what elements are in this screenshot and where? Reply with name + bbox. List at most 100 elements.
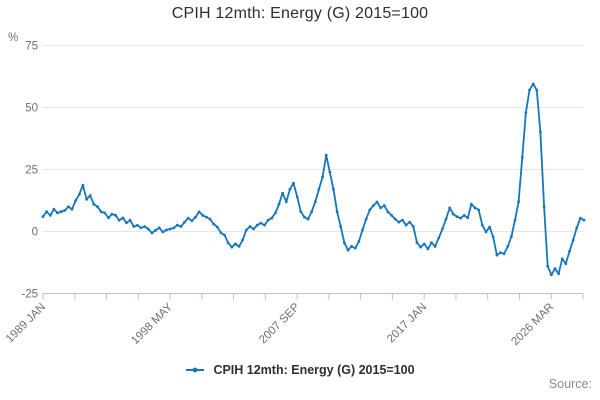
- data-point-marker[interactable]: [422, 242, 426, 246]
- data-point-marker[interactable]: [107, 216, 110, 220]
- data-point-marker[interactable]: [143, 225, 147, 228]
- data-point-marker[interactable]: [430, 241, 433, 245]
- data-point-marker[interactable]: [128, 218, 132, 222]
- data-point-marker[interactable]: [419, 245, 422, 249]
- data-point-marker[interactable]: [568, 249, 571, 253]
- data-point-marker[interactable]: [546, 264, 550, 268]
- data-point-marker[interactable]: [379, 206, 383, 210]
- data-point-marker[interactable]: [205, 215, 208, 219]
- data-point-marker[interactable]: [197, 210, 201, 214]
- data-point-marker[interactable]: [332, 187, 335, 191]
- data-point-marker[interactable]: [582, 218, 586, 222]
- data-point-marker[interactable]: [382, 204, 386, 207]
- data-point-marker[interactable]: [201, 214, 205, 217]
- data-point-marker[interactable]: [270, 216, 274, 220]
- data-point-marker[interactable]: [350, 245, 353, 248]
- data-point-marker[interactable]: [451, 212, 455, 216]
- data-point-marker[interactable]: [183, 220, 187, 224]
- data-point-marker[interactable]: [513, 218, 517, 222]
- data-point-marker[interactable]: [219, 231, 223, 235]
- data-point-marker[interactable]: [488, 225, 491, 229]
- data-point-marker[interactable]: [506, 245, 510, 248]
- data-point-marker[interactable]: [510, 235, 513, 238]
- data-point-marker[interactable]: [549, 273, 553, 277]
- data-point-marker[interactable]: [70, 207, 74, 211]
- data-point-marker[interactable]: [462, 214, 466, 217]
- data-point-marker[interactable]: [520, 155, 524, 159]
- data-point-marker[interactable]: [168, 227, 172, 231]
- data-point-marker[interactable]: [346, 248, 350, 252]
- data-point-marker[interactable]: [277, 202, 281, 206]
- data-point-marker[interactable]: [480, 223, 484, 227]
- data-point-marker[interactable]: [150, 231, 154, 235]
- data-point-marker[interactable]: [426, 247, 430, 251]
- data-point-marker[interactable]: [386, 210, 390, 214]
- data-point-marker[interactable]: [328, 170, 332, 174]
- data-point-marker[interactable]: [491, 235, 495, 239]
- data-point-marker[interactable]: [161, 230, 165, 234]
- data-point-marker[interactable]: [274, 211, 277, 215]
- data-point-marker[interactable]: [361, 228, 364, 232]
- data-point-marker[interactable]: [67, 205, 70, 209]
- data-point-marker[interactable]: [335, 210, 339, 214]
- data-point-marker[interactable]: [248, 225, 252, 228]
- data-point-marker[interactable]: [531, 82, 535, 86]
- data-point-marker[interactable]: [470, 202, 473, 206]
- data-point-marker[interactable]: [266, 218, 270, 222]
- data-point-marker[interactable]: [404, 223, 408, 227]
- data-point-marker[interactable]: [473, 206, 477, 210]
- data-point-marker[interactable]: [45, 210, 48, 214]
- data-point-marker[interactable]: [237, 245, 241, 248]
- data-point-marker[interactable]: [215, 225, 219, 229]
- data-point-marker[interactable]: [484, 230, 488, 234]
- data-point-marker[interactable]: [121, 216, 125, 220]
- data-point-marker[interactable]: [437, 236, 441, 240]
- data-point-marker[interactable]: [317, 187, 321, 191]
- data-point-marker[interactable]: [234, 242, 237, 246]
- data-point-marker[interactable]: [190, 219, 194, 223]
- data-point-marker[interactable]: [63, 209, 67, 212]
- data-point-marker[interactable]: [99, 210, 103, 214]
- data-point-marker[interactable]: [175, 223, 179, 227]
- data-point-marker[interactable]: [146, 227, 150, 231]
- data-point-marker[interactable]: [52, 207, 56, 211]
- data-point-marker[interactable]: [433, 245, 437, 248]
- data-point-marker[interactable]: [223, 233, 226, 237]
- data-point-marker[interactable]: [74, 199, 78, 202]
- data-point-marker[interactable]: [368, 208, 372, 212]
- data-point-marker[interactable]: [339, 225, 343, 228]
- data-point-marker[interactable]: [139, 226, 143, 230]
- data-point-marker[interactable]: [136, 223, 139, 227]
- data-point-marker[interactable]: [154, 228, 158, 232]
- data-point-marker[interactable]: [502, 252, 506, 256]
- data-point-marker[interactable]: [528, 88, 531, 92]
- data-point-marker[interactable]: [397, 220, 401, 224]
- data-point-marker[interactable]: [408, 220, 412, 224]
- data-point-marker[interactable]: [48, 214, 52, 217]
- data-point-marker[interactable]: [372, 204, 375, 207]
- data-point-marker[interactable]: [455, 215, 459, 219]
- data-point-marker[interactable]: [560, 257, 564, 261]
- data-point-marker[interactable]: [553, 267, 557, 271]
- data-point-marker[interactable]: [575, 226, 579, 230]
- data-point-marker[interactable]: [390, 214, 393, 217]
- data-point-marker[interactable]: [564, 262, 568, 266]
- data-point-marker[interactable]: [357, 240, 361, 243]
- data-point-marker[interactable]: [281, 191, 284, 195]
- data-point-marker[interactable]: [535, 88, 539, 92]
- data-point-marker[interactable]: [77, 192, 81, 196]
- data-point-marker[interactable]: [459, 216, 462, 220]
- data-point-marker[interactable]: [208, 217, 212, 221]
- data-point-marker[interactable]: [375, 200, 379, 204]
- data-point-marker[interactable]: [299, 210, 303, 214]
- data-point-marker[interactable]: [117, 218, 121, 222]
- data-point-marker[interactable]: [56, 211, 59, 215]
- data-point-marker[interactable]: [259, 221, 263, 225]
- data-point-marker[interactable]: [415, 241, 419, 245]
- data-point-marker[interactable]: [244, 228, 248, 232]
- data-point-marker[interactable]: [194, 215, 197, 219]
- data-point-marker[interactable]: [165, 228, 168, 232]
- data-point-marker[interactable]: [241, 238, 245, 242]
- data-point-marker[interactable]: [524, 111, 528, 114]
